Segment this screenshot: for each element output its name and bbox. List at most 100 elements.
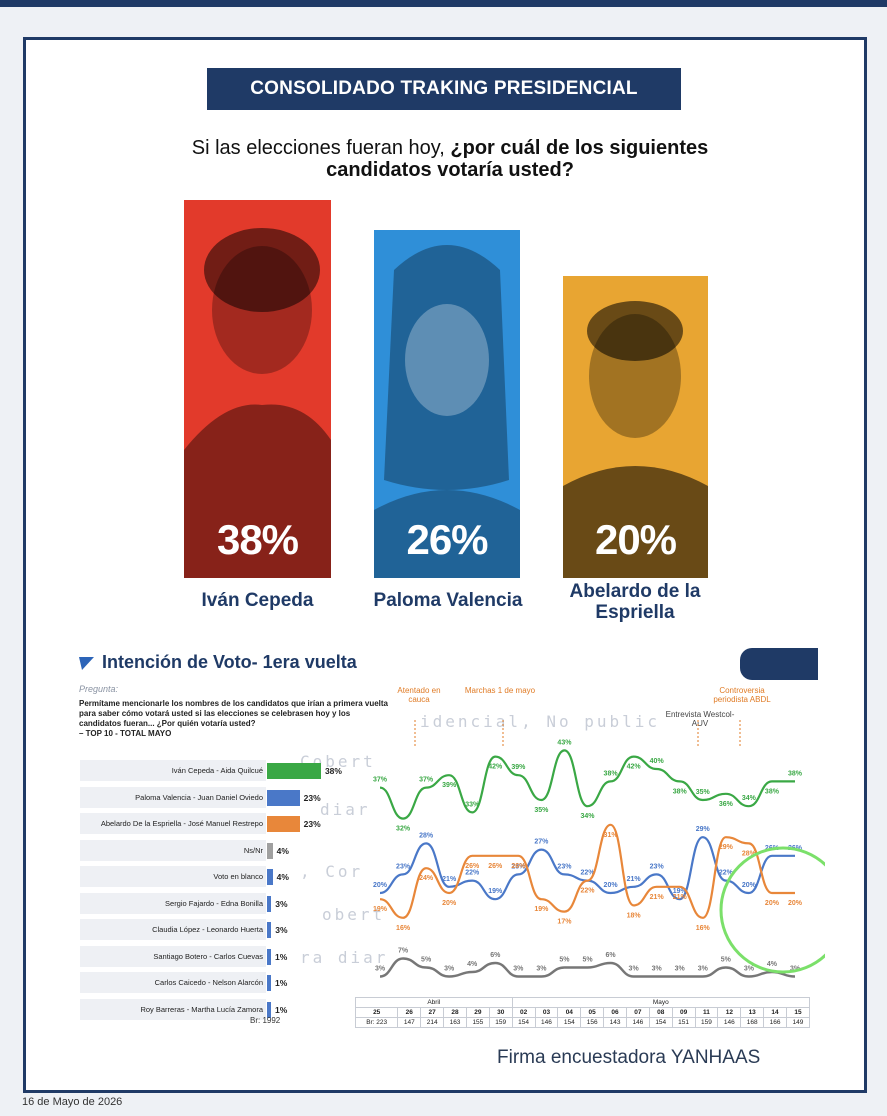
base-count: 156	[580, 1017, 605, 1028]
base-count: 154	[557, 1017, 582, 1028]
point-label: 39%	[442, 782, 457, 789]
point-label: 22%	[580, 888, 595, 895]
point-label: 5%	[582, 957, 593, 964]
point-label: 38%	[604, 770, 619, 777]
point-label: 33%	[465, 801, 480, 808]
x-tick-label: 07	[625, 1007, 650, 1018]
bar-value-label: 1%	[275, 978, 288, 988]
month-label: Abril	[355, 997, 513, 1008]
point-label: 22%	[465, 870, 480, 877]
top-bar	[0, 0, 887, 7]
bar-category-label: Paloma Valencia - Juan Daniel Oviedo	[80, 786, 266, 809]
base-count: 149	[785, 1017, 811, 1028]
question-plain: Si las elecciones fueran hoy,	[191, 137, 451, 159]
x-tick-label: 26	[397, 1007, 422, 1018]
candidate-photo	[374, 245, 520, 578]
candidate-card-espriella: 20%	[563, 276, 708, 578]
bar-value-label: 1%	[275, 1004, 288, 1015]
bar-value-label: 23%	[303, 792, 321, 803]
point-label: 5%	[559, 957, 570, 964]
point-label: 18%	[627, 912, 642, 919]
candidate-pct: 38%	[216, 516, 299, 563]
base-count: 168	[740, 1017, 765, 1028]
point-label: 35%	[696, 789, 711, 796]
watermark: diar	[320, 800, 371, 819]
watermark: , Cor	[300, 862, 364, 881]
base-count: 146	[534, 1017, 559, 1028]
section-title-text: Intención de Voto- 1era vuelta	[102, 652, 357, 672]
bar-category-label: Iván Cepeda - Aida Quilcué	[80, 760, 266, 782]
point-label: 20%	[373, 882, 388, 889]
bar-category-label: Claudia López - Leonardo Huerta	[80, 919, 266, 941]
point-label: 4%	[467, 961, 478, 968]
bar	[267, 842, 273, 859]
x-tick-label: 15	[785, 1007, 811, 1018]
candidate-pct: 20%	[594, 516, 677, 563]
point-label: 17%	[557, 919, 572, 926]
point-label: 20%	[788, 900, 803, 907]
watermark: ra diar	[300, 948, 389, 967]
point-label: 29%	[719, 844, 734, 851]
x-tick-label: 02	[511, 1007, 536, 1018]
bar-value-label: 3%	[275, 898, 288, 909]
point-label: 39%	[511, 764, 526, 771]
series-line	[379, 823, 795, 919]
point-label: 37%	[373, 777, 388, 784]
base-count: 146	[717, 1017, 742, 1028]
watermark: idencial, No public	[420, 712, 661, 731]
point-label: 3%	[444, 966, 455, 973]
x-tick-label: 14	[763, 1007, 787, 1018]
bar	[267, 975, 271, 991]
bar-value-label: 1%	[275, 951, 288, 962]
point-label: 36%	[719, 801, 734, 808]
pregunta-sub: – TOP 10 - TOTAL MAYO	[79, 729, 172, 738]
base-count: 154	[648, 1017, 673, 1028]
point-label: 26%	[488, 863, 503, 870]
series-line	[379, 749, 795, 820]
point-label: 23%	[557, 863, 572, 870]
point-label: 20%	[604, 882, 619, 889]
base-count: 159	[488, 1017, 513, 1028]
point-label: 5%	[421, 957, 432, 964]
point-label: 43%	[557, 739, 572, 746]
point-label: 34%	[742, 795, 757, 802]
x-tick-label: 09	[671, 1007, 696, 1018]
point-label: 20%	[442, 900, 457, 907]
bar-category-label: Roy Barreras - Martha Lucía Zamora	[80, 998, 266, 1021]
x-tick-label: 12	[717, 1007, 742, 1018]
point-label: 3%	[652, 966, 663, 973]
series-line	[379, 957, 796, 978]
point-label: 6%	[605, 952, 616, 959]
bar-value-label: 3%	[275, 925, 288, 935]
base-count: 147	[397, 1017, 422, 1028]
candidate-pct: 26%	[406, 516, 488, 563]
point-label: 37%	[419, 777, 434, 784]
bar	[267, 763, 321, 779]
point-label: 32%	[396, 826, 411, 833]
annotation: Marchas 1 de mayo	[464, 686, 536, 695]
point-label: 21%	[650, 894, 665, 901]
point-label: 38%	[673, 788, 688, 795]
base-count: 143	[603, 1017, 627, 1028]
point-label: 31%	[604, 832, 619, 839]
x-tick-label: 27	[420, 1007, 445, 1018]
point-label: 3%	[629, 966, 640, 973]
point-label: 23%	[396, 863, 411, 870]
point-label: 3%	[536, 966, 547, 973]
base-count: 151	[671, 1017, 696, 1028]
point-label: 24%	[419, 875, 434, 882]
point-label: 26%	[465, 863, 480, 870]
highlight-circle	[719, 846, 825, 974]
x-tick-label: 11	[694, 1007, 719, 1018]
bar	[267, 869, 273, 885]
point-label: 21%	[673, 894, 688, 901]
point-label: 3%	[675, 966, 686, 973]
x-tick-label: 04	[557, 1007, 582, 1018]
base-count: 146	[625, 1017, 650, 1028]
point-label: 5%	[721, 957, 732, 964]
point-label: 16%	[396, 925, 411, 932]
point-label: 3%	[375, 966, 386, 973]
bar-category-label: Santiago Botero - Carlos Cuevas	[80, 945, 266, 968]
point-label: 23%	[511, 863, 526, 870]
candidate-card-valencia: 26%	[374, 230, 520, 578]
